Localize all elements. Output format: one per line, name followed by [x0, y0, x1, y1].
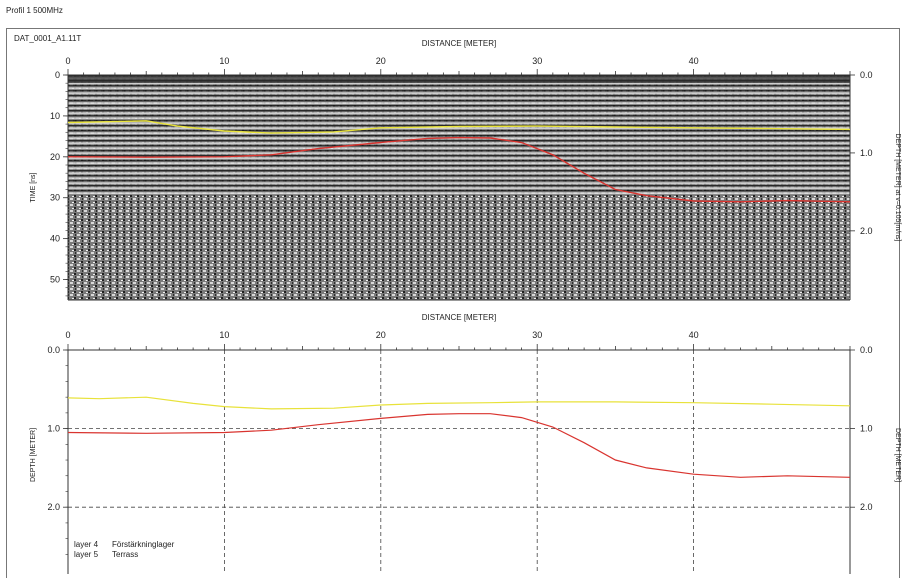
y-axis-title: TIME [ns] [30, 172, 37, 202]
series-line-layer-5 [67, 136, 851, 203]
x-tick-label: 20 [376, 56, 386, 66]
y-tick-label: 10 [50, 111, 60, 121]
y-tick-label: 30 [50, 193, 60, 203]
legend-layer-label: layer 5 [74, 550, 99, 559]
y2-tick-label: 1.0 [860, 424, 873, 434]
legend-layer-label: layer 4 [74, 540, 99, 549]
y-axis-title: DEPTH [METER] [30, 428, 37, 482]
file-name: DAT_0001_A1.11T [14, 34, 82, 43]
y-tick-label: 40 [50, 234, 60, 244]
x-tick-label: 30 [532, 330, 542, 340]
series-line-layer-4 [67, 396, 851, 410]
series-line-layer-5 [67, 413, 851, 478]
y2-tick-label: 1.0 [860, 148, 873, 158]
y2-tick-label: 0.0 [860, 70, 873, 80]
y2-tick-label: 0.0 [860, 345, 873, 355]
x-tick-label: 10 [219, 56, 229, 66]
app-title: Profil 1 500MHz [6, 6, 63, 15]
y-tick-label: 50 [50, 275, 60, 285]
x-tick-label: 30 [532, 56, 542, 66]
x-tick-label: 0 [65, 56, 70, 66]
legend-description: Terrass [112, 550, 138, 559]
x-tick-label: 10 [219, 330, 229, 340]
y-tick-label: 0 [55, 70, 60, 80]
x-axis-title: DISTANCE [METER] [422, 39, 497, 48]
y-tick-label: 0.0 [47, 345, 60, 355]
y-tick-label: 1.0 [47, 424, 60, 434]
radargram-image [68, 75, 850, 300]
y2-axis-title: DEPTH [METER] at v=0.105[m/ns] [894, 134, 901, 242]
series-line-layer-4 [67, 120, 851, 134]
x-tick-label: 40 [689, 56, 699, 66]
y-tick-label: 20 [50, 152, 60, 162]
x-tick-label: 0 [65, 330, 70, 340]
x-tick-label: 20 [376, 330, 386, 340]
y-tick-label: 2.0 [47, 502, 60, 512]
legend-description: Förstärkninglager [112, 540, 175, 549]
y2-tick-label: 2.0 [860, 226, 873, 236]
y2-axis-title: DEPTH [METER] [894, 428, 901, 482]
x-tick-label: 40 [689, 330, 699, 340]
plot-frame [6, 28, 900, 578]
x-axis-title: DISTANCE [METER] [422, 313, 497, 322]
y2-tick-label: 2.0 [860, 502, 873, 512]
